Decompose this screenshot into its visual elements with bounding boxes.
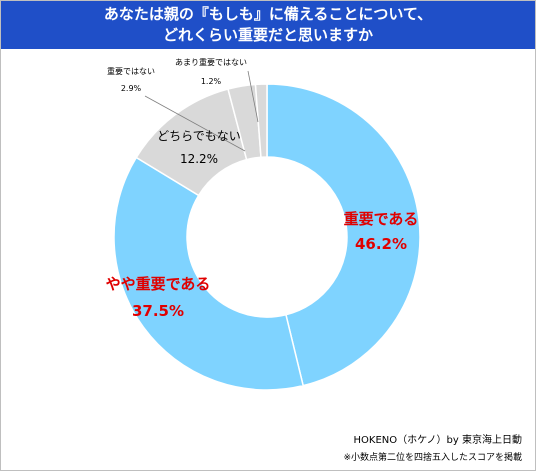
slice-labels: 重要である 46.2% やや重要である 37.5% どちらでもない 12.2% 重要ではない… [106,57,419,320]
slice-3-value-label: 12.2% [180,152,218,166]
slice-2-category-label: やや重要である [106,275,211,293]
slice-1-value-label: 46.2% [355,235,407,253]
chart-title-line-1: あなたは親の『もしも』に備えることについて、 [103,5,433,23]
slice-5-value-label: 1.2% [201,77,222,86]
chart-title-line-2: どれくらい重要だと思いますか [162,26,373,44]
slice-5 [254,83,268,159]
source-credit: HOKENO（ホケノ）by 東京海上日動 [353,435,522,446]
slice-1-category-label: 重要である [344,210,419,228]
slice-5-leader-line [247,70,259,123]
slice-4-leader-line [144,95,246,152]
leader-lines [144,70,259,152]
slice-4-category-label: 重要ではない [107,66,155,76]
slice-3-category-label: どちらでもない [157,129,241,143]
donut-slices [113,83,421,391]
rounding-note: ※小数点第二位を四捨五入したスコアを掲載 [343,453,522,463]
slice-2-value-label: 37.5% [132,302,184,320]
chart-title: あなたは親の『もしも』に備えることについて、 どれくらい重要だと思いますか [1,1,535,49]
slice-5-category-label: あまり重要ではない [175,57,247,67]
slice-2 [113,156,305,391]
slice-1 [266,83,421,387]
slice-4-value-label: 2.9% [121,84,142,93]
